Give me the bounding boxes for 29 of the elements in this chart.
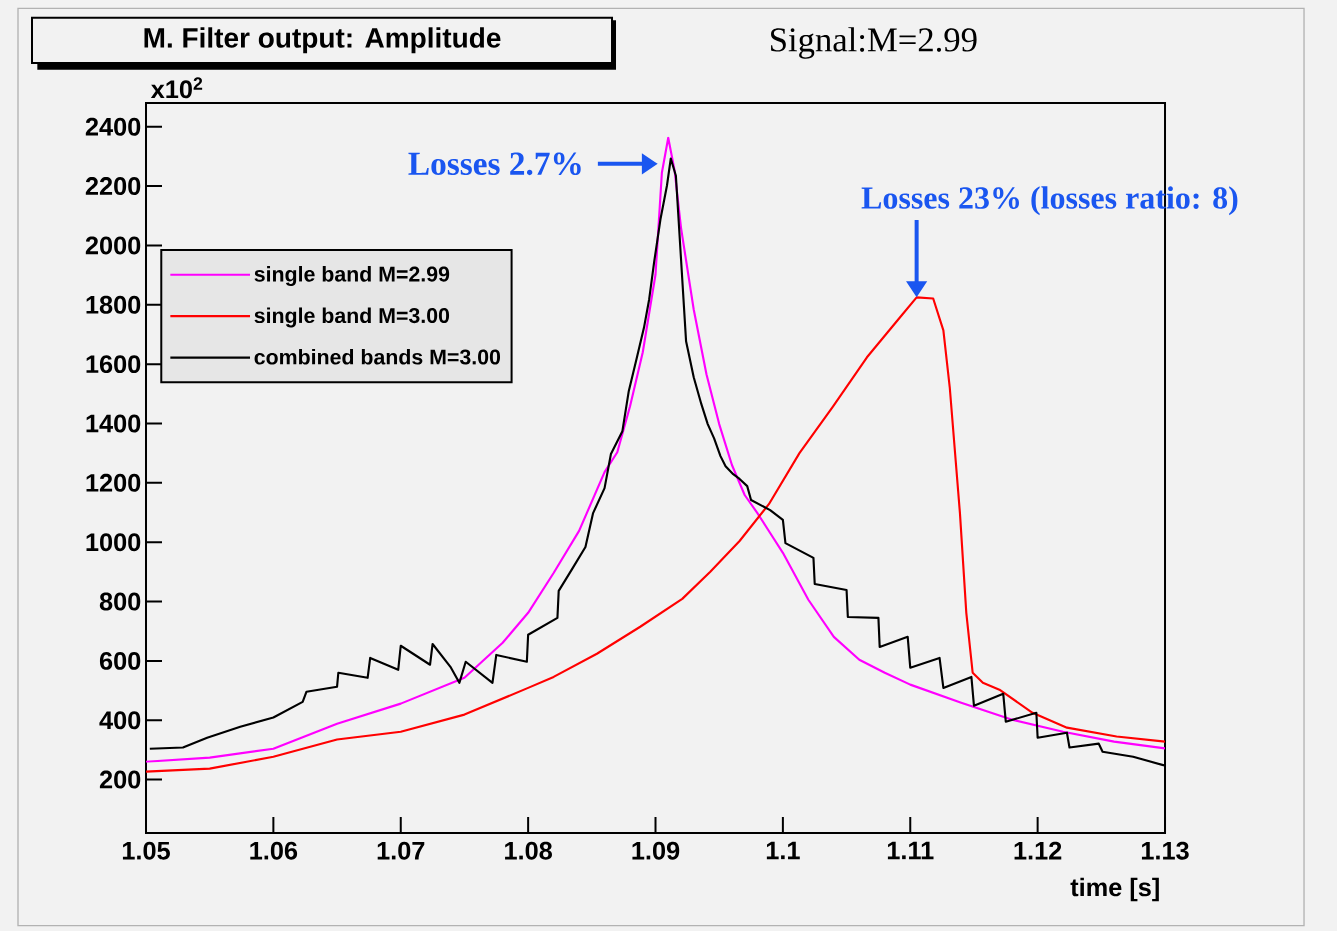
y-tick-label: 600: [99, 651, 141, 670]
y-tick-label: 1000: [86, 533, 141, 552]
annotation: Losses 2.7%: [408, 152, 581, 176]
x-tick-label: 1.11: [887, 841, 934, 860]
x-tick-label: 1.1: [766, 841, 800, 860]
y-tick-label: 200: [99, 770, 141, 789]
legend-label: combined bands M=3.00: [254, 348, 501, 365]
x-tick-label: 1.12: [1014, 841, 1062, 860]
x-tick-label: 1.06: [250, 841, 298, 860]
chart-title: M. Filter output: Amplitude: [144, 27, 501, 54]
y-tick-label: 2200: [85, 177, 141, 196]
y-tick-label: 1600: [86, 355, 141, 374]
y-tick-label: 800: [99, 592, 141, 611]
x-tick-label: 1.13: [1141, 841, 1189, 860]
x-tick-label: 1.08: [505, 841, 552, 860]
y-tick-label: 2000: [85, 236, 141, 255]
x-tick-label: 1.07: [377, 841, 425, 860]
x-tick-label: 1.09: [632, 841, 680, 860]
legend-label: single band M=3.00: [254, 307, 450, 328]
y-tick-label: 2400: [85, 117, 141, 136]
x-tick-label: 1.05: [122, 841, 170, 860]
text: Signal:M=2.99: [771, 27, 977, 59]
x-axis-title: time [s]: [1070, 877, 1159, 902]
y-tick-label: 1800: [86, 295, 141, 314]
y-tick-label: 1400: [86, 414, 141, 433]
y-tick-label: 1200: [86, 473, 141, 492]
legend-label: single band M=2.99: [254, 265, 450, 286]
y-tick-label: 400: [99, 711, 141, 730]
y-axis-title: x10$^{2}$: [150, 77, 203, 99]
